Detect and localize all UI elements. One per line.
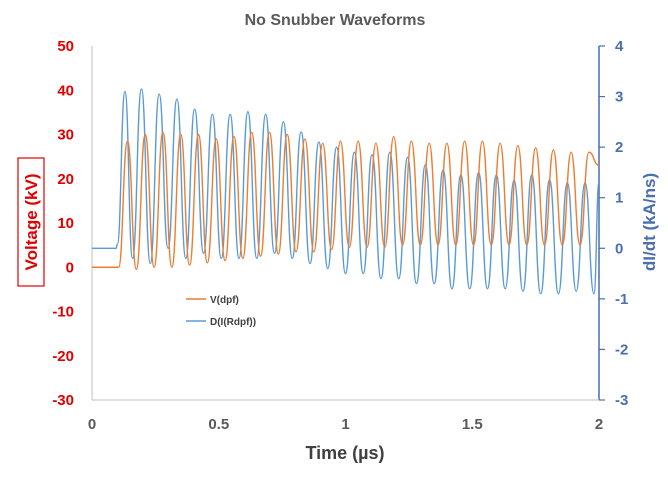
chart-title: No Snubber Waveforms xyxy=(245,12,426,29)
series-line-vdpf xyxy=(92,131,600,271)
right-tick-label: 2 xyxy=(615,139,623,156)
x-tick-label: 1 xyxy=(341,416,349,433)
x-tick-label: 1.5 xyxy=(462,416,483,433)
left-axis-label-box xyxy=(17,157,45,287)
left-tick-label: 30 xyxy=(57,127,74,144)
legend-label-vdpf: V(dpf) xyxy=(210,295,239,306)
right-axis-ticks: 4 3 2 1 0 -1 -2 -3 xyxy=(599,38,628,409)
right-tick-label: -1 xyxy=(615,291,628,308)
left-tick-label: 0 xyxy=(66,259,74,276)
x-axis-label: Time (µs) xyxy=(305,443,384,463)
right-tick-label: -3 xyxy=(615,392,628,409)
left-axis-ticks: 50 40 30 20 10 0 -10 -20 -30 xyxy=(52,38,74,409)
left-tick-label: 20 xyxy=(57,171,74,188)
x-tick-label: 0.5 xyxy=(208,416,229,433)
left-tick-label: 40 xyxy=(57,82,74,99)
legend-label-didt: D(I(Rdpf)) xyxy=(210,317,256,328)
right-tick-label: 4 xyxy=(615,38,624,55)
left-tick-label: -10 xyxy=(52,304,74,321)
right-tick-label: 1 xyxy=(615,190,623,207)
x-tick-label: 0 xyxy=(88,416,96,433)
right-tick-label: 0 xyxy=(615,240,623,257)
left-axis-label: Voltage (kV) xyxy=(22,174,41,271)
left-tick-label: -20 xyxy=(52,348,74,365)
series-line-didt xyxy=(91,88,600,295)
right-tick-label: 3 xyxy=(615,89,623,106)
legend: V(dpf) D(I(Rdpf)) xyxy=(186,295,256,328)
right-axis-label: dI/dt (kA/ns) xyxy=(640,173,659,271)
series-layer xyxy=(91,88,600,295)
x-axis-ticks: 0 0.5 1 1.5 2 xyxy=(88,416,603,433)
left-tick-label: -30 xyxy=(52,392,74,409)
left-tick-label: 50 xyxy=(57,38,74,55)
right-tick-label: -2 xyxy=(615,341,628,358)
left-tick-label: 10 xyxy=(57,215,74,232)
plot-area xyxy=(91,46,600,401)
x-tick-label: 2 xyxy=(595,416,603,433)
